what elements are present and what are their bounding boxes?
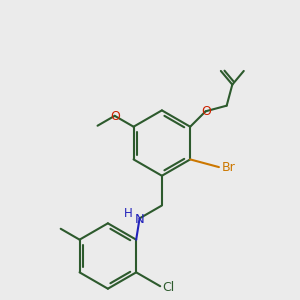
Text: H: H — [124, 207, 133, 220]
Text: O: O — [202, 105, 212, 118]
Text: Br: Br — [222, 160, 236, 174]
Text: N: N — [135, 213, 145, 226]
Text: Cl: Cl — [162, 281, 174, 294]
Text: O: O — [110, 110, 120, 123]
